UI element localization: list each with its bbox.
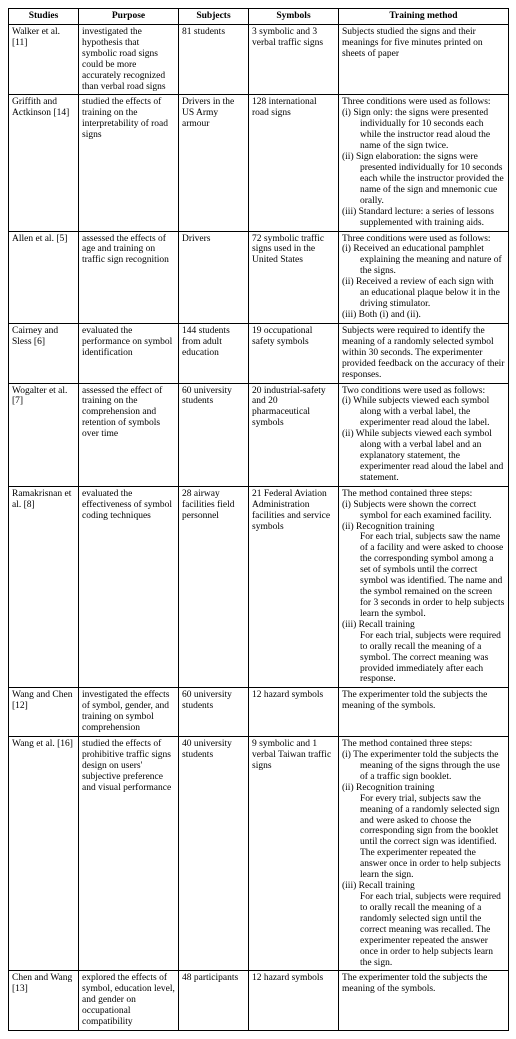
table-row: Wogalter et al. [7]assessed the effect o… bbox=[9, 383, 509, 486]
training-intro: Subjects studied the signs and their mea… bbox=[342, 27, 505, 60]
training-intro: Two conditions were used as follows: bbox=[342, 386, 505, 397]
cell-studies: Cairney and Sless [6] bbox=[9, 323, 79, 383]
training-item: (ii) Recognition training bbox=[342, 522, 505, 533]
cell-purpose: assessed the effect of training on the c… bbox=[79, 383, 179, 486]
cell-symbols: 3 symbolic and 3 verbal traffic signs bbox=[249, 24, 339, 95]
training-item: (iii) Recall training bbox=[342, 881, 505, 892]
training-item: (i) While subjects viewed each symbol al… bbox=[342, 396, 505, 429]
cell-training: The experimenter told the subjects the m… bbox=[339, 971, 509, 1031]
training-intro: The method contained three steps: bbox=[342, 489, 505, 500]
header-purpose: Purpose bbox=[79, 9, 179, 25]
cell-subjects: Drivers bbox=[179, 231, 249, 323]
studies-table: Studies Purpose Subjects Symbols Trainin… bbox=[8, 8, 509, 1031]
table-row: Wang et al. [16]studied the effects of p… bbox=[9, 737, 509, 971]
training-subtext: For every trial, subjects saw the meanin… bbox=[342, 794, 505, 881]
training-subtext: For each trial, subjects were required t… bbox=[342, 892, 505, 968]
cell-symbols: 21 Federal Aviation Administration facil… bbox=[249, 486, 339, 688]
cell-subjects: 40 university students bbox=[179, 737, 249, 971]
cell-purpose: explored the effects of symbol, educatio… bbox=[79, 971, 179, 1031]
cell-symbols: 72 symbolic traffic signs used in the Un… bbox=[249, 231, 339, 323]
table-row: Cairney and Sless [6]evaluated the perfo… bbox=[9, 323, 509, 383]
cell-studies: Walker et al. [11] bbox=[9, 24, 79, 95]
training-intro: The experimenter told the subjects the m… bbox=[342, 973, 505, 995]
header-training: Training method bbox=[339, 9, 509, 25]
cell-symbols: 128 international road signs bbox=[249, 95, 339, 231]
training-intro: The experimenter told the subjects the m… bbox=[342, 690, 505, 712]
cell-subjects: 60 university students bbox=[179, 383, 249, 486]
cell-studies: Wang and Chen [12] bbox=[9, 688, 79, 737]
cell-training: The method contained three steps:(i) The… bbox=[339, 737, 509, 971]
cell-studies: Griffith and Actkinson [14] bbox=[9, 95, 79, 231]
training-item: (ii) Recognition training bbox=[342, 783, 505, 794]
cell-subjects: 60 university students bbox=[179, 688, 249, 737]
training-item: (i) Sign only: the signs were presented … bbox=[342, 108, 505, 152]
table-row: Ramakrisnan et al. [8]evaluated the effe… bbox=[9, 486, 509, 688]
training-item: (iii) Standard lecture: a series of less… bbox=[342, 207, 505, 229]
cell-symbols: 9 symbolic and 1 verbal Taiwan traffic s… bbox=[249, 737, 339, 971]
table-row: Wang and Chen [12]investigated the effec… bbox=[9, 688, 509, 737]
cell-studies: Wang et al. [16] bbox=[9, 737, 79, 971]
cell-subjects: 28 airway facilities field personnel bbox=[179, 486, 249, 688]
cell-studies: Chen and Wang [13] bbox=[9, 971, 79, 1031]
training-item: (i) Received an educational pamphlet exp… bbox=[342, 244, 505, 277]
training-item: (i) The experimenter told the subjects t… bbox=[342, 750, 505, 783]
training-subtext: For each trial, subjects saw the name of… bbox=[342, 532, 505, 619]
cell-training: Subjects studied the signs and their mea… bbox=[339, 24, 509, 95]
cell-training: The experimenter told the subjects the m… bbox=[339, 688, 509, 737]
cell-studies: Allen et al. [5] bbox=[9, 231, 79, 323]
cell-training: Two conditions were used as follows:(i) … bbox=[339, 383, 509, 486]
cell-symbols: 12 hazard symbols bbox=[249, 971, 339, 1031]
cell-subjects: 81 students bbox=[179, 24, 249, 95]
training-intro: Three conditions were used as follows: bbox=[342, 97, 505, 108]
cell-purpose: investigated the hypothesis that symboli… bbox=[79, 24, 179, 95]
training-item: (ii) While subjects viewed each symbol a… bbox=[342, 429, 505, 484]
cell-purpose: investigated the effects of symbol, gend… bbox=[79, 688, 179, 737]
cell-purpose: evaluated the performance on symbol iden… bbox=[79, 323, 179, 383]
cell-studies: Wogalter et al. [7] bbox=[9, 383, 79, 486]
header-symbols: Symbols bbox=[249, 9, 339, 25]
cell-subjects: 48 participants bbox=[179, 971, 249, 1031]
cell-symbols: 20 industrial-safety and 20 pharmaceutic… bbox=[249, 383, 339, 486]
cell-purpose: assessed the effects of age and training… bbox=[79, 231, 179, 323]
cell-purpose: studied the effects of prohibitive traff… bbox=[79, 737, 179, 971]
cell-symbols: 12 hazard symbols bbox=[249, 688, 339, 737]
training-item: (ii) Received a review of each sign with… bbox=[342, 277, 505, 310]
training-item: (ii) Sign elaboration: the signs were pr… bbox=[342, 152, 505, 207]
cell-training: Subjects were required to identify the m… bbox=[339, 323, 509, 383]
header-row: Studies Purpose Subjects Symbols Trainin… bbox=[9, 9, 509, 25]
cell-subjects: Drivers in the US Army armour bbox=[179, 95, 249, 231]
cell-symbols: 19 occupational safety symbols bbox=[249, 323, 339, 383]
table-row: Griffith and Actkinson [14]studied the e… bbox=[9, 95, 509, 231]
training-item: (iii) Recall training bbox=[342, 620, 505, 631]
training-intro: The method contained three steps: bbox=[342, 739, 505, 750]
cell-purpose: studied the effects of training on the i… bbox=[79, 95, 179, 231]
cell-training: Three conditions were used as follows:(i… bbox=[339, 95, 509, 231]
training-subtext: For each trial, subjects were required t… bbox=[342, 631, 505, 686]
training-intro: Subjects were required to identify the m… bbox=[342, 326, 505, 381]
table-row: Allen et al. [5]assessed the effects of … bbox=[9, 231, 509, 323]
cell-training: The method contained three steps:(i) Sub… bbox=[339, 486, 509, 688]
table-row: Chen and Wang [13]explored the effects o… bbox=[9, 971, 509, 1031]
cell-subjects: 144 students from adult education bbox=[179, 323, 249, 383]
cell-purpose: evaluated the effectiveness of symbol co… bbox=[79, 486, 179, 688]
table-row: Walker et al. [11]investigated the hypot… bbox=[9, 24, 509, 95]
cell-studies: Ramakrisnan et al. [8] bbox=[9, 486, 79, 688]
training-item: (iii) Both (i) and (ii). bbox=[342, 310, 505, 321]
training-item: (i) Subjects were shown the correct symb… bbox=[342, 500, 505, 522]
training-intro: Three conditions were used as follows: bbox=[342, 234, 505, 245]
header-subjects: Subjects bbox=[179, 9, 249, 25]
cell-training: Three conditions were used as follows:(i… bbox=[339, 231, 509, 323]
header-studies: Studies bbox=[9, 9, 79, 25]
